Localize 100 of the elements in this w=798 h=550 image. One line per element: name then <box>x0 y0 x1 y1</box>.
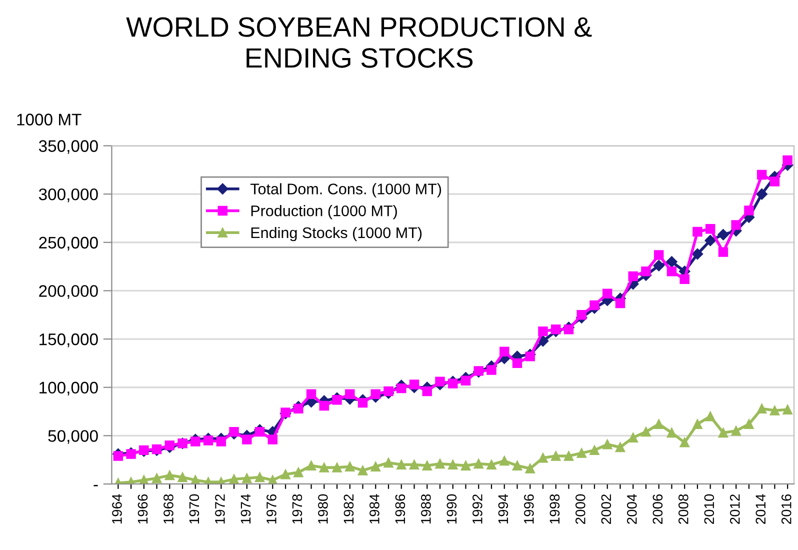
x-tick-label: 1972 <box>215 494 225 524</box>
point <box>756 170 767 180</box>
point <box>203 436 214 446</box>
point <box>782 155 792 166</box>
y-tick-label: 100,000 <box>40 382 98 396</box>
point <box>319 462 329 472</box>
point <box>731 220 741 230</box>
point <box>396 383 406 394</box>
point <box>692 419 702 429</box>
x-tick-label: 1996 <box>524 494 534 524</box>
x-tick-label: 1992 <box>472 494 482 524</box>
point <box>294 404 304 414</box>
point <box>422 460 432 470</box>
point <box>448 460 458 470</box>
point <box>770 406 780 416</box>
x-tick-label: 2014 <box>756 494 766 524</box>
point <box>242 434 252 444</box>
point <box>384 458 394 468</box>
point <box>692 248 704 260</box>
point <box>512 358 522 368</box>
y-tick-label: 150,000 <box>40 333 98 348</box>
point <box>229 426 239 437</box>
point <box>666 428 677 438</box>
point <box>345 462 355 472</box>
point <box>512 460 522 470</box>
point <box>628 271 638 282</box>
point <box>435 458 445 469</box>
legend-label: Ending Stocks (1000 MT) <box>251 226 422 242</box>
legend-label: Total Dom. Cons. (1000 MT) <box>250 183 442 198</box>
point <box>705 411 716 422</box>
point <box>718 229 729 240</box>
point <box>164 440 175 450</box>
x-tick-label: 1984 <box>370 494 380 524</box>
point <box>666 266 677 276</box>
point <box>666 256 678 268</box>
point <box>641 266 651 276</box>
y-tick-label: 350,000 <box>38 140 98 154</box>
point <box>602 288 612 298</box>
y-tick-label: 250,000 <box>39 236 98 251</box>
point <box>615 442 626 452</box>
y-tick-label: - <box>94 484 98 486</box>
point <box>602 440 612 450</box>
point <box>564 451 574 461</box>
chart-title: WORLD SOYBEAN PRODUCTION & ENDING STOCKS <box>126 17 592 68</box>
point <box>564 324 574 334</box>
point <box>254 426 265 437</box>
point <box>190 436 200 446</box>
x-tick-label: 2012 <box>730 494 740 524</box>
point <box>705 224 716 234</box>
point <box>396 460 406 470</box>
point <box>653 260 664 272</box>
point <box>409 460 420 470</box>
point <box>525 352 535 362</box>
point <box>590 445 600 456</box>
legend-label: Production (1000 MT) <box>251 205 397 220</box>
x-tick-label: 2002 <box>601 494 612 524</box>
point <box>164 470 175 480</box>
point <box>435 376 445 386</box>
x-tick-label: 1968 <box>164 494 174 524</box>
y-tick-label: 200,000 <box>39 285 98 299</box>
x-tick-label: 2016 <box>781 494 792 524</box>
x-tick-label: 1988 <box>421 494 431 524</box>
point <box>692 226 702 237</box>
point <box>499 456 510 466</box>
point <box>370 462 380 472</box>
point <box>384 386 394 396</box>
point <box>718 428 728 438</box>
point <box>704 234 716 246</box>
point <box>615 298 626 308</box>
y-tick-label: 300,000 <box>38 188 98 202</box>
point <box>242 473 252 484</box>
point <box>550 324 561 334</box>
point <box>460 460 471 470</box>
point <box>332 395 342 405</box>
point <box>306 389 316 399</box>
x-tick-label: 1982 <box>344 494 354 524</box>
point <box>294 468 304 478</box>
point <box>654 250 664 260</box>
x-tick-label: 1994 <box>498 494 508 524</box>
point <box>319 400 329 411</box>
x-tick-label: 1974 <box>240 494 251 524</box>
point <box>744 206 754 216</box>
point <box>628 432 638 442</box>
point <box>718 247 728 257</box>
y-tick-label: 50,000 <box>48 430 98 444</box>
point <box>280 469 290 480</box>
x-tick-label: 1970 <box>189 494 200 524</box>
point <box>654 419 664 429</box>
point <box>525 464 535 474</box>
point <box>499 346 510 356</box>
point <box>345 389 355 399</box>
point <box>370 389 380 399</box>
point <box>409 380 420 390</box>
x-tick-label: 2008 <box>678 494 688 524</box>
x-tick-label: 2004 <box>626 494 637 524</box>
point <box>332 462 342 472</box>
point <box>422 386 432 396</box>
point <box>680 438 690 448</box>
point <box>216 436 226 446</box>
x-tick-label: 1966 <box>138 494 148 524</box>
